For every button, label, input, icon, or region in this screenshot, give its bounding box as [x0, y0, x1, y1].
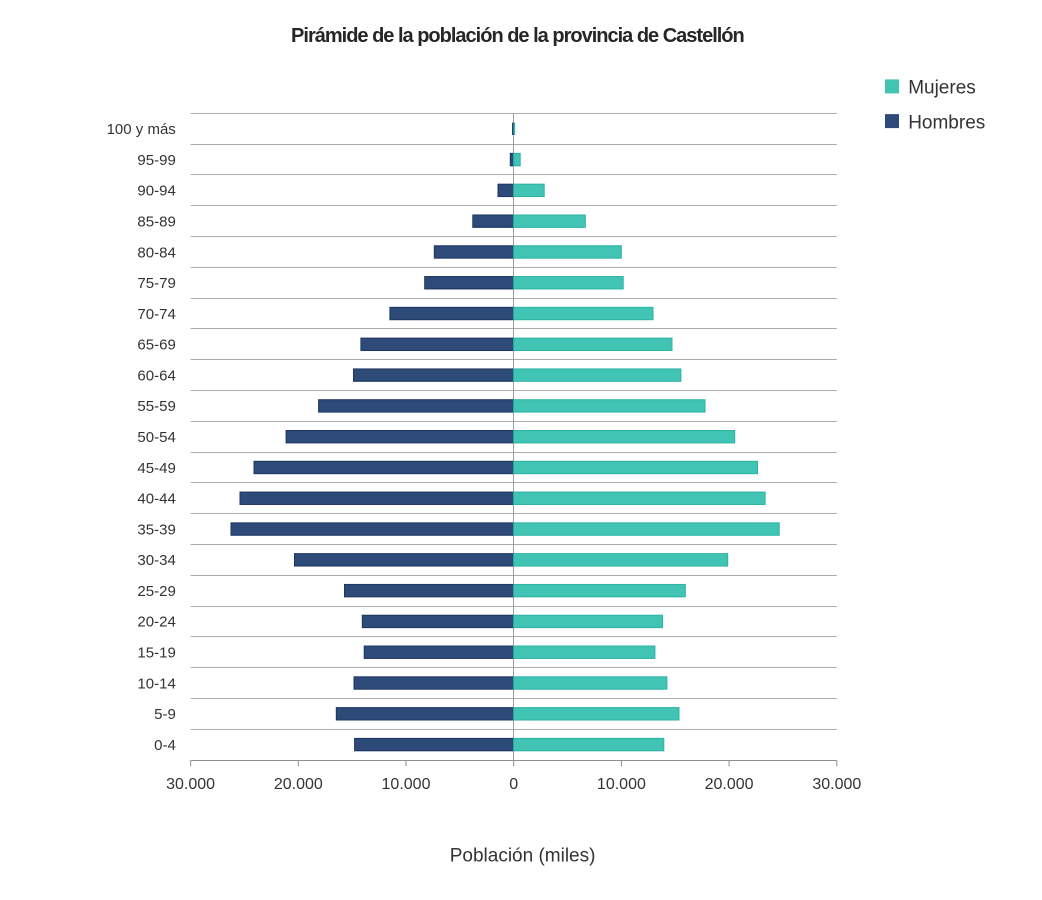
- svg-text:10-14: 10-14: [137, 675, 175, 692]
- svg-text:95-99: 95-99: [137, 152, 175, 169]
- svg-text:85-89: 85-89: [137, 214, 175, 231]
- svg-text:80-84: 80-84: [137, 244, 175, 261]
- svg-text:55-59: 55-59: [137, 398, 175, 415]
- svg-text:Población (miles): Población (miles): [450, 846, 596, 867]
- svg-text:75-79: 75-79: [137, 275, 175, 292]
- svg-text:70-74: 70-74: [137, 306, 175, 323]
- svg-text:25-29: 25-29: [137, 583, 175, 600]
- svg-text:Hombres: Hombres: [908, 112, 985, 133]
- svg-text:50-54: 50-54: [137, 429, 175, 446]
- svg-text:0-4: 0-4: [154, 737, 176, 754]
- svg-text:45-49: 45-49: [137, 460, 175, 477]
- svg-text:20.000: 20.000: [274, 776, 323, 793]
- svg-text:Mujeres: Mujeres: [908, 78, 976, 99]
- svg-text:20-24: 20-24: [137, 614, 175, 631]
- svg-text:40-44: 40-44: [137, 491, 175, 508]
- svg-text:30.000: 30.000: [812, 776, 861, 793]
- svg-text:30.000: 30.000: [166, 776, 215, 793]
- svg-text:20.000: 20.000: [705, 776, 754, 793]
- svg-text:15-19: 15-19: [137, 645, 175, 662]
- svg-text:35-39: 35-39: [137, 521, 175, 538]
- svg-text:60-64: 60-64: [137, 367, 175, 384]
- svg-text:5-9: 5-9: [154, 706, 176, 723]
- svg-text:Pirámide de la población de la: Pirámide de la población de la provincia…: [291, 25, 744, 47]
- svg-text:90-94: 90-94: [137, 183, 175, 200]
- svg-text:65-69: 65-69: [137, 337, 175, 354]
- svg-text:0: 0: [509, 776, 518, 793]
- svg-text:100 y más: 100 y más: [107, 121, 176, 138]
- svg-text:10.000: 10.000: [382, 776, 431, 793]
- svg-text:30-34: 30-34: [137, 552, 175, 569]
- svg-text:10.000: 10.000: [597, 776, 646, 793]
